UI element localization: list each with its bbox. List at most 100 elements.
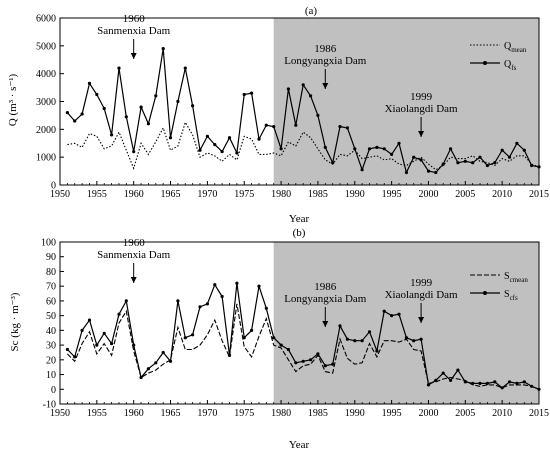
series-points-sc-fs (65, 281, 541, 391)
y-tick-label: 100 (41, 238, 56, 249)
data-point (168, 359, 173, 363)
post-1979-shaded-region (273, 242, 539, 404)
data-point (191, 333, 195, 337)
legend-label-sc-mean: Scmean (504, 271, 528, 284)
data-point (183, 336, 187, 340)
data-point (471, 381, 475, 385)
data-point (507, 380, 512, 384)
data-point (441, 162, 445, 166)
data-point (331, 362, 335, 366)
y-tick-label: 0 (51, 385, 56, 396)
y-axis-title-text: Sc (kg · m⁻³) (9, 292, 21, 351)
data-point (102, 331, 106, 335)
data-point (434, 378, 438, 382)
y-tick-labels: 0 1000 2000 3000 4000 5000 6000 (36, 14, 56, 192)
panel-label: (a) (305, 5, 318, 17)
data-point (161, 350, 165, 355)
data-point (257, 137, 261, 141)
x-tick-label: 1995 (382, 189, 402, 200)
y-tick-label: 4000 (36, 69, 56, 80)
x-tick-label: 1970 (197, 408, 217, 419)
data-point (110, 133, 114, 137)
data-point (117, 66, 121, 70)
data-point (309, 94, 313, 98)
data-point (367, 330, 372, 334)
data-point (507, 155, 512, 159)
data-point (80, 112, 84, 116)
dam-arrow-head (418, 131, 425, 137)
y-tick-label: 3000 (36, 97, 56, 108)
data-point (338, 324, 342, 328)
data-point (191, 104, 195, 108)
data-point (323, 145, 327, 149)
data-point (205, 302, 209, 306)
dam-year-label: 1986 (314, 43, 337, 55)
data-point (132, 150, 136, 154)
data-point (161, 47, 165, 51)
data-point (124, 299, 128, 303)
x-tick-label: 2010 (492, 189, 512, 200)
series-line-sc-mean (67, 303, 540, 390)
data-point (382, 147, 386, 151)
dam-name-label: Sanmenxia Dam (97, 25, 170, 37)
x-tick-label: 2000 (418, 408, 438, 419)
data-point (412, 339, 416, 343)
x-axis-title: Year (289, 439, 310, 451)
x-tick-labels: 1950 1955 1960 1965 1970 1975 1980 1985 1990 1995… (50, 408, 549, 419)
data-point (139, 105, 143, 109)
data-point (286, 87, 290, 91)
x-tick-label: 1965 (161, 408, 181, 419)
data-point (279, 147, 283, 151)
data-point (426, 383, 431, 387)
data-point (65, 347, 69, 352)
x-tick-label: 1990 (345, 189, 365, 200)
dam-year-label: 1986 (314, 281, 337, 293)
series-points-q-fs (65, 47, 541, 175)
data-point (242, 336, 246, 340)
data-point (154, 361, 158, 365)
data-point (139, 375, 143, 380)
data-point (404, 336, 408, 340)
dam-name-label: Xiaolangdi Dam (385, 103, 458, 115)
data-point (338, 125, 342, 129)
data-point (220, 294, 224, 299)
x-tick-label: 1980 (271, 189, 291, 200)
data-point (390, 152, 394, 156)
data-point (301, 83, 305, 87)
data-point (286, 347, 290, 352)
x-tick-label: 2005 (455, 189, 475, 200)
data-point (213, 143, 217, 147)
x-tick-label: 2010 (492, 408, 512, 419)
data-point (522, 148, 526, 152)
data-point (110, 342, 114, 346)
y-tick-label: 90 (46, 252, 56, 263)
y-tick-label: 1000 (36, 153, 56, 164)
data-point (168, 136, 173, 140)
legend: Scmean Scfs (470, 271, 528, 302)
data-point (73, 355, 77, 359)
data-point (87, 318, 92, 322)
x-tick-label: 1950 (50, 189, 70, 200)
x-tick-label: 1965 (161, 189, 181, 200)
data-point (264, 123, 268, 127)
dam-arrow-head (130, 53, 137, 59)
x-tick-label: 1960 (124, 408, 144, 419)
data-point (124, 115, 128, 119)
data-point (154, 94, 158, 98)
data-point (515, 141, 519, 145)
data-point (250, 91, 254, 95)
dam-arrow-head (322, 321, 329, 327)
legend: Qmean Qfs (470, 41, 527, 72)
data-point (500, 386, 504, 390)
x-tick-label: 1985 (308, 189, 328, 200)
legend-label-sc-fs: Scfs (504, 289, 518, 302)
dam-year-label: 1999 (410, 277, 433, 289)
dam-year-label: 1960 (123, 13, 146, 25)
dam-name-label: Longyangxia Dam (284, 293, 367, 305)
data-point (198, 305, 202, 309)
data-point (353, 339, 357, 343)
x-tick-label: 1970 (197, 189, 217, 200)
y-tick-label: 50 (46, 311, 56, 322)
data-point (301, 359, 305, 363)
